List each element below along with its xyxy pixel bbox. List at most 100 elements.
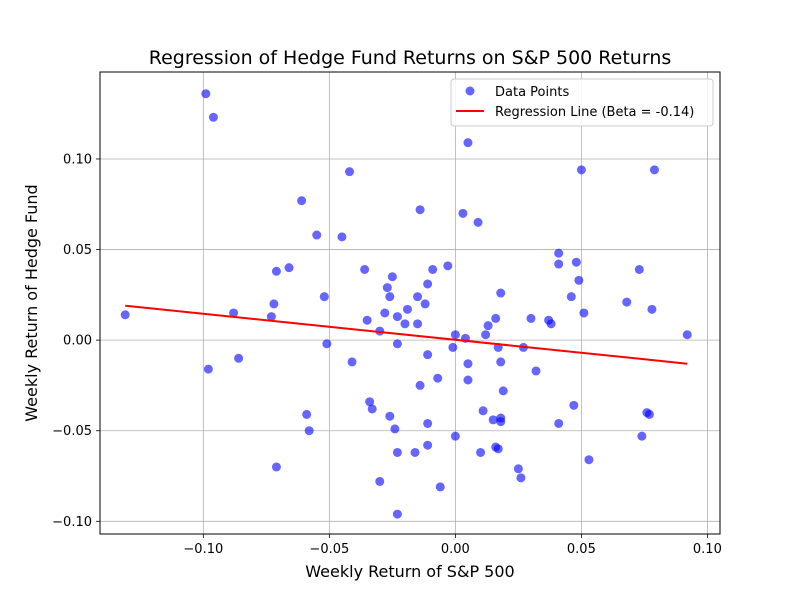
data-point [576, 165, 586, 175]
regression-line [125, 304, 688, 365]
data-point [269, 299, 279, 309]
data-point [433, 373, 443, 383]
data-point [483, 321, 493, 331]
data-point [496, 417, 506, 427]
y-tick-label: 0.05 [63, 243, 92, 258]
data-point [203, 364, 213, 374]
data-point [362, 315, 372, 325]
data-point [493, 444, 503, 454]
x-tick-label: 0.00 [441, 542, 470, 557]
y-axis-title: Weekly Return of Hedge Fund [22, 184, 41, 421]
x-axis-title: Weekly Return of S&P 500 [305, 562, 514, 581]
data-point [380, 308, 390, 318]
chart-title: Regression of Hedge Fund Returns on S&P … [149, 47, 672, 69]
x-tick-label: −0.05 [309, 542, 349, 557]
data-point [234, 353, 244, 363]
data-point [473, 217, 483, 227]
data-point [400, 319, 410, 329]
data-point [201, 89, 211, 99]
data-point [392, 509, 402, 519]
y-tick-label: −0.05 [52, 424, 92, 439]
x-tick-label: 0.05 [567, 542, 596, 557]
data-point [413, 292, 423, 302]
data-point [266, 312, 276, 322]
data-point [392, 312, 402, 322]
data-point [682, 330, 692, 340]
data-point [458, 208, 468, 218]
data-point [478, 406, 488, 416]
data-point [498, 386, 508, 396]
data-point [402, 304, 412, 314]
data-point [423, 418, 433, 428]
data-point [229, 308, 239, 318]
data-point [365, 397, 375, 407]
data-point [392, 447, 402, 457]
data-point [387, 272, 397, 282]
data-point [554, 418, 564, 428]
data-point [566, 292, 576, 302]
data-point [526, 313, 536, 323]
data-point [345, 167, 355, 177]
data-point [584, 455, 594, 465]
legend-label-data-points: Data Points [495, 85, 569, 100]
legend: Data Points Regression Line (Beta = -0.1… [450, 78, 714, 127]
data-point [637, 431, 647, 441]
data-point [496, 357, 506, 367]
data-point [569, 400, 579, 410]
data-point [302, 409, 312, 419]
data-point [448, 342, 458, 352]
data-point [476, 447, 486, 457]
data-point [382, 283, 392, 293]
legend-marker-data-points [465, 86, 475, 96]
data-point [554, 248, 564, 258]
plot-frame [99, 71, 721, 535]
data-point [347, 357, 357, 367]
data-point [367, 404, 377, 414]
data-point [488, 415, 498, 425]
data-point [463, 138, 473, 148]
data-point [319, 292, 329, 302]
data-point [312, 230, 322, 240]
y-tick-label: 0.10 [63, 152, 92, 167]
axis-ticks: −0.10 −0.05 0.00 0.05 0.10 −0.10 −0.05 0.00 0.05… [52, 152, 722, 557]
data-point [450, 330, 460, 340]
data-point [297, 196, 307, 206]
data-point [420, 299, 430, 309]
data-point [208, 112, 218, 122]
data-point [120, 310, 130, 320]
legend-label-regression-line: Regression Line (Beta = -0.14) [495, 105, 694, 120]
data-point [579, 308, 589, 318]
data-point [415, 380, 425, 390]
data-point [337, 232, 347, 242]
x-tick-label: 0.10 [693, 542, 722, 557]
data-point [322, 339, 332, 349]
data-point [443, 261, 453, 271]
data-point [516, 473, 526, 483]
data-point [647, 304, 657, 314]
data-point [360, 264, 370, 274]
data-point [644, 409, 654, 419]
data-point [546, 319, 556, 329]
data-point [463, 375, 473, 385]
data-point [496, 288, 506, 298]
data-point [435, 482, 445, 492]
data-point [415, 205, 425, 215]
data-point [271, 266, 281, 276]
grid [100, 72, 720, 534]
regression-line-layer [125, 304, 688, 365]
data-point [284, 263, 294, 273]
data-points-layer [120, 89, 692, 519]
data-point [385, 292, 395, 302]
legend-box [450, 78, 714, 127]
data-point [491, 313, 501, 323]
data-point [385, 411, 395, 421]
data-point [649, 165, 659, 175]
data-point [423, 350, 433, 360]
x-tick-label: −0.10 [183, 542, 223, 557]
data-point [423, 440, 433, 450]
y-tick-label: 0.00 [63, 334, 92, 349]
data-point [428, 264, 438, 274]
data-point [390, 424, 400, 434]
data-point [375, 476, 385, 486]
